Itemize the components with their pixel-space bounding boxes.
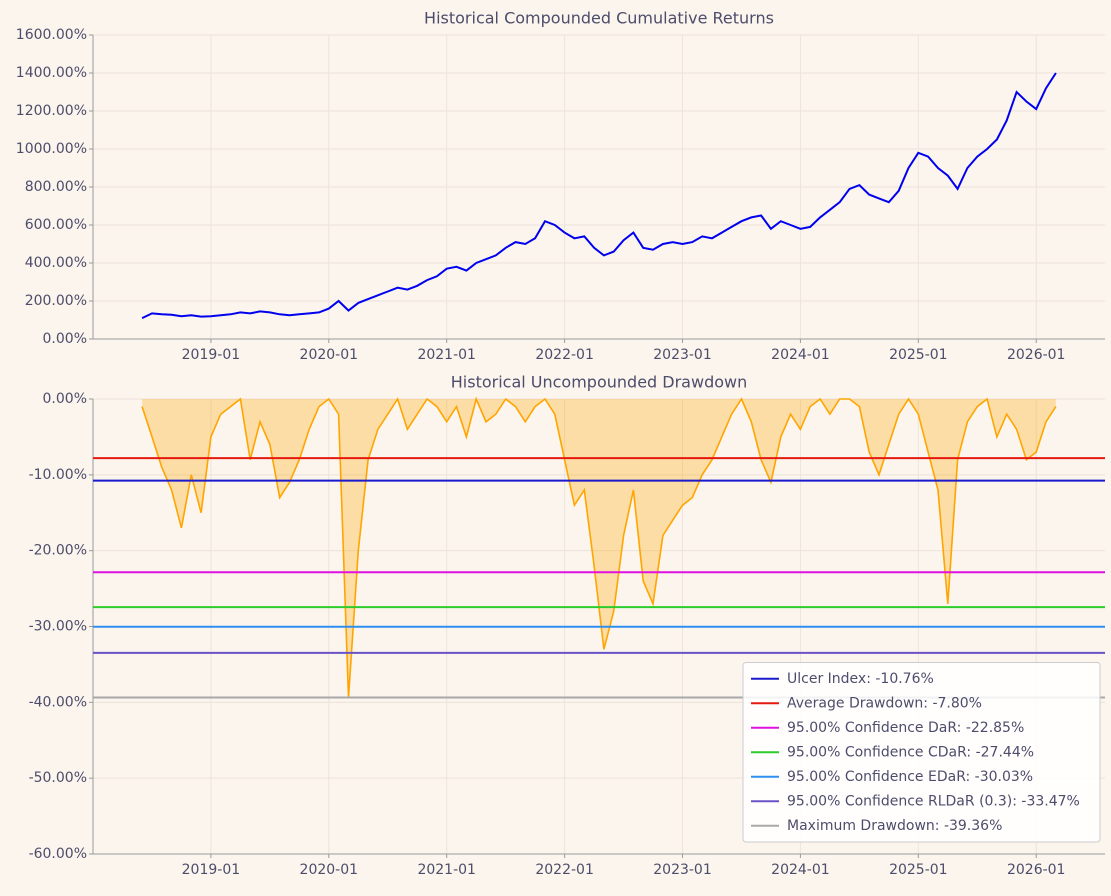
legend-label: 95.00% Confidence EDaR: -30.03% xyxy=(787,769,1033,785)
x-tick-label: 2019-01 xyxy=(182,862,241,878)
y-tick-label: 800.00% xyxy=(25,179,87,195)
x-tick-label: 2024-01 xyxy=(771,862,830,878)
legend-box xyxy=(742,662,1101,843)
legend: Ulcer Index: -10.76% Average Drawdown: -7… xyxy=(742,662,1101,843)
chart-title: Historical Uncompounded Drawdown xyxy=(451,373,747,392)
x-tick-label: 2025-01 xyxy=(889,347,948,363)
legend-label: 95.00% Confidence DaR: -22.85% xyxy=(787,720,1024,736)
x-tick-label: 2026-01 xyxy=(1007,347,1066,363)
y-tick-label: -30.00% xyxy=(29,619,87,635)
x-tick-label: 2024-01 xyxy=(771,347,830,363)
legend-label: Maximum Drawdown: -39.36% xyxy=(787,818,1002,834)
legend-label: 95.00% Confidence RLDaR (0.3): -33.47% xyxy=(787,793,1080,809)
y-tick-label: 0.00% xyxy=(43,331,87,347)
x-tick-label: 2021-01 xyxy=(417,862,476,878)
y-tick-label: -10.00% xyxy=(29,467,87,483)
y-tick-label: 200.00% xyxy=(25,293,87,309)
y-tick-label: 1000.00% xyxy=(16,141,87,157)
data-line xyxy=(141,72,1057,320)
x-tick-label: 2022-01 xyxy=(535,862,594,878)
y-tick-label: -60.00% xyxy=(29,846,87,862)
x-tick-label: 2020-01 xyxy=(300,862,359,878)
y-tick-label: 600.00% xyxy=(25,217,87,233)
y-tick-label: -50.00% xyxy=(29,770,87,786)
x-tick-label: 2025-01 xyxy=(889,862,948,878)
legend-label: 95.00% Confidence CDaR: -27.44% xyxy=(787,744,1034,760)
x-tick-label: 2023-01 xyxy=(653,862,712,878)
y-tick-label: 1200.00% xyxy=(16,103,87,119)
chart-title: Historical Compounded Cumulative Returns xyxy=(424,9,774,28)
x-tick-label: 2021-01 xyxy=(417,347,476,363)
x-tick-label: 2026-01 xyxy=(1007,862,1066,878)
legend-label: Ulcer Index: -10.76% xyxy=(787,671,934,687)
y-tick-label: 1400.00% xyxy=(16,65,87,81)
x-tick-label: 2020-01 xyxy=(300,347,359,363)
y-tick-label: -40.00% xyxy=(29,694,87,710)
x-tick-label: 2023-01 xyxy=(653,347,712,363)
y-tick-label: 1600.00% xyxy=(16,27,87,43)
x-tick-label: 2019-01 xyxy=(182,347,241,363)
legend-label: Average Drawdown: -7.80% xyxy=(787,695,982,711)
area-fill xyxy=(142,399,1056,698)
y-tick-label: 400.00% xyxy=(25,255,87,271)
y-tick-label: 0.00% xyxy=(43,391,87,407)
y-tick-label: -20.00% xyxy=(29,543,87,559)
x-tick-label: 2022-01 xyxy=(535,347,594,363)
